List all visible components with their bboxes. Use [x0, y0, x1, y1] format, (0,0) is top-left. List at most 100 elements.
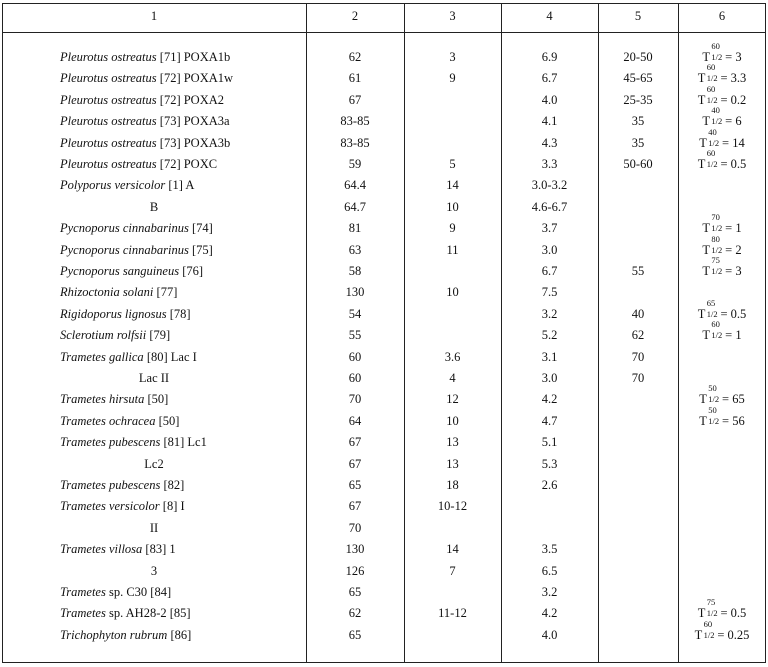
organism-cell: Trametes pubescens [81] Lc1 — [60, 432, 306, 453]
value-cell-c5 — [598, 496, 678, 517]
half-life-value: 3.3 — [730, 71, 747, 86]
half-life-cell: T 50 1/2 = 56 — [699, 404, 745, 428]
value-cell-c4: 3.5 — [541, 542, 558, 557]
value-cell-c4: 4.2 — [541, 392, 558, 407]
value-cell-c3: 5 — [449, 157, 456, 171]
value-cell-c2: 65 — [348, 478, 362, 492]
half-life-cell — [678, 368, 766, 389]
value-cell-c3 — [404, 111, 501, 132]
column-divider — [404, 3, 405, 663]
half-life-cell — [678, 539, 766, 560]
half-life-value: 2 — [735, 242, 742, 257]
half-sub: 1/2 — [708, 394, 720, 405]
half-life-cell: T 60 1/2 = 1 — [702, 319, 742, 343]
value-cell-c3: 9 — [449, 221, 456, 236]
value-cell-c5: 70 — [631, 371, 645, 385]
value-cell-c4: 4.3 — [541, 135, 558, 150]
value-cell-c5 — [598, 240, 678, 261]
species-name: Pleurotus ostreatus — [60, 92, 157, 107]
species-name: Trametes ochracea — [60, 413, 156, 428]
value-cell-c2: 67 — [348, 456, 362, 471]
temperature-sup: 60 — [706, 148, 716, 158]
value-cell-c2: 83-85 — [340, 114, 370, 129]
half-life-cell — [678, 561, 766, 582]
header-col-6: 6 — [718, 9, 726, 23]
value-cell-c2: 62 — [348, 50, 362, 64]
reference-label: [73] POXA3b — [156, 135, 231, 150]
organism-cell: Pycnoporus cinnabarinus [74] — [60, 218, 306, 239]
organism-cell: B — [2, 197, 306, 218]
half-sub: 1/2 — [706, 159, 718, 169]
value-cell-c5: 50-60 — [623, 157, 653, 171]
value-cell-c4 — [501, 518, 598, 539]
temperature-sup: 40 — [711, 105, 720, 116]
half-life-value: 6 — [735, 114, 742, 129]
value-cell-c2: 61 — [348, 71, 362, 86]
value-cell-c3: 10 — [446, 199, 459, 214]
header-bottom-rule — [2, 32, 766, 33]
value-cell-c5: 40 — [631, 306, 645, 321]
organism-cell: Pleurotus ostreatus [73] POXA3a — [60, 111, 306, 132]
temperature-sup: 60 — [706, 83, 716, 94]
table-row: Sclerotium rolfsii [79] 55 5.2 62 T 60 1/2 = 1 — [2, 319, 766, 346]
half-life-cell: T 50 1/2 = 65 — [699, 383, 745, 407]
value-cell-c4 — [501, 496, 598, 517]
value-cell-c2: 60 — [348, 349, 362, 364]
value-cell-c5 — [598, 197, 678, 218]
half-sub: 1/2 — [703, 629, 715, 640]
value-cell-c3: 9 — [449, 71, 456, 86]
value-cell-c4: 3.0 — [541, 371, 558, 385]
value-cell-c2: 64 — [348, 413, 362, 428]
table-row: Pleurotus ostreatus [73] POXA3a 83-85 4.1 3… — [2, 105, 766, 132]
value-cell-c3: 14 — [446, 178, 459, 193]
value-cell-c2: 63 — [348, 242, 362, 257]
half-life-cell: T 60 1/2 = 0.2 — [697, 83, 747, 107]
half-life-value: 14 — [732, 135, 745, 150]
value-cell-c3: 12 — [446, 392, 459, 407]
species-name: Rhizoctonia solani — [60, 285, 154, 300]
value-cell-c2: 67 — [348, 92, 362, 107]
organism-cell: Trametes sp. AH28-2 [85] — [60, 603, 306, 624]
half-life-cell: T 60 1/2 = 0.5 — [697, 148, 747, 172]
organism-cell: Pycnoporus sanguineus [76] — [60, 261, 306, 282]
value-cell-c5 — [598, 603, 678, 624]
table-row: Trametes sp. C30 [84] 65 3.2 — [2, 582, 766, 603]
reference-label: [81] Lc1 — [160, 435, 207, 450]
temperature-sup: 60 — [711, 319, 720, 330]
value-cell-c3: 10 — [446, 413, 459, 428]
organism-cell: Sclerotium rolfsii [79] — [60, 325, 306, 346]
value-cell-c5 — [598, 454, 678, 475]
half-life-cell — [678, 197, 766, 218]
column-divider — [598, 3, 599, 663]
species-name: Trametes villosa — [60, 542, 143, 557]
value-cell-c2: 83-85 — [340, 135, 370, 150]
table-row: Rhizoctonia solani [77] 130 10 7.5 — [2, 282, 766, 303]
half-life-cell: T 40 1/2 = 14 — [699, 126, 745, 150]
value-cell-c5 — [598, 282, 678, 303]
half-life-cell — [678, 282, 766, 303]
table-bottom-rule — [2, 662, 766, 663]
half-sub: 1/2 — [706, 73, 718, 84]
table-row: Trichophyton rubrum [86] 65 4.0 T 60 1/2 = 0.… — [2, 619, 766, 646]
table-row: Pycnoporus cinnabarinus [74] 81 9 3.7 T 70 1/2… — [2, 213, 766, 239]
half-life-value: 0.25 — [727, 627, 750, 642]
column-divider — [501, 3, 502, 663]
species-name: Pleurotus ostreatus — [60, 71, 157, 86]
species-name: Trichophyton rubrum — [60, 627, 168, 642]
value-cell-c2: 64.7 — [344, 199, 366, 214]
organism-cell: Pleurotus ostreatus [72] POXA1w — [60, 68, 306, 89]
half-life-cell: T 40 1/2 = 6 — [702, 105, 742, 129]
reference-label: sp. AH28-2 [85] — [105, 606, 191, 621]
reference-label: [72] POXA2 — [156, 92, 225, 107]
reference-label: [8] I — [159, 499, 185, 514]
reference-label: 3 — [150, 563, 158, 578]
value-cell-c3: 13 — [446, 456, 459, 471]
half-life-value: 56 — [732, 413, 745, 428]
value-cell-c3 — [404, 518, 501, 539]
table-row: Pleurotus ostreatus [72] POXA1w 61 9 6.7 45-… — [2, 63, 766, 89]
organism-cell: Lac II — [2, 368, 306, 389]
temperature-sup: 75 — [711, 255, 720, 265]
organism-cell: Trametes hirsuta [50] — [60, 389, 306, 410]
value-cell-c5: 35 — [631, 135, 645, 150]
temperature-sup: 40 — [708, 126, 717, 137]
